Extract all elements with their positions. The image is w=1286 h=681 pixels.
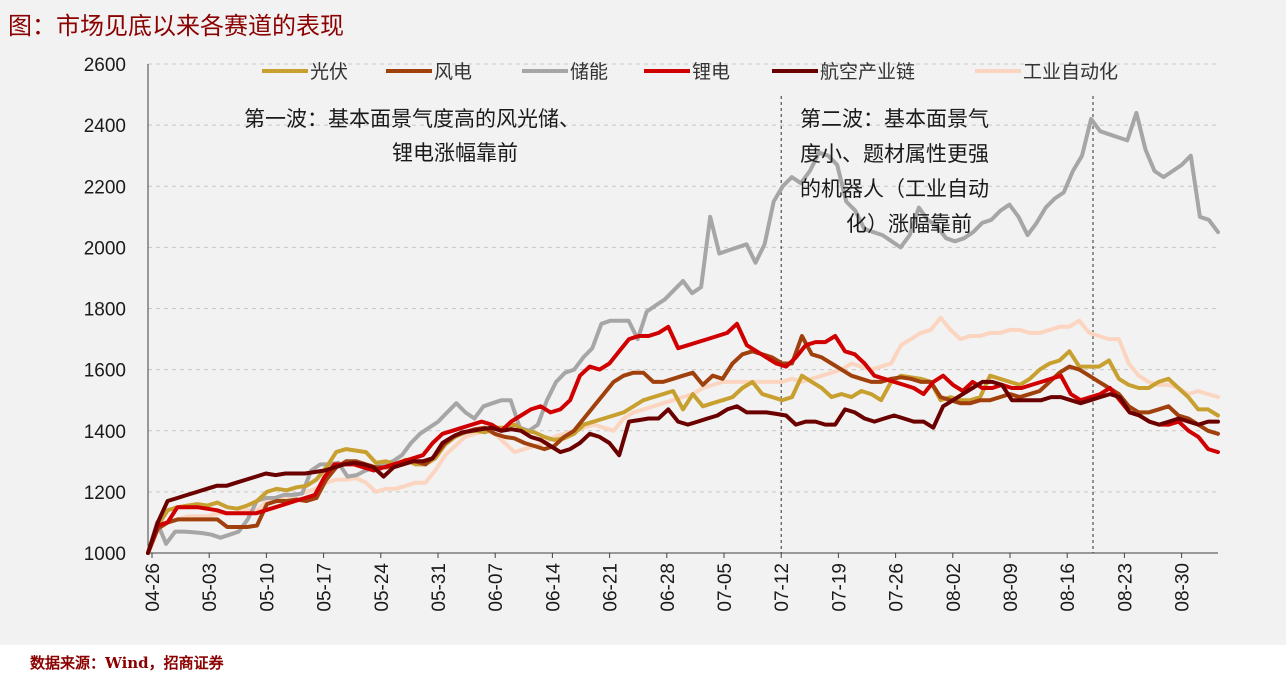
series-line-1: [146, 349, 1220, 555]
y-tick-label: 1600: [84, 361, 126, 382]
vertical-markers: [780, 96, 1094, 553]
x-tick-label: 08-16: [1058, 563, 1079, 612]
annotation-text: 化）涨幅靠前: [846, 212, 972, 236]
x-tick-label: 07-05: [715, 563, 736, 612]
x-tick-label: 08-02: [944, 563, 965, 612]
x-tick-label: 06-07: [486, 563, 507, 612]
legend-label: 工业自动化: [1023, 61, 1118, 83]
series-line-6: [146, 315, 1220, 555]
x-tick-label: 06-14: [543, 563, 564, 612]
y-tick-label: 1800: [84, 300, 126, 321]
series-line-3: [146, 110, 1220, 555]
annotations: 第一波：基本面景气度高的风光储、锂电涨幅靠前 第二波：基本面景气度小、题材属性更强…: [244, 107, 989, 236]
y-tick-label: 2600: [84, 55, 126, 76]
x-tick-label: 05-24: [372, 563, 393, 612]
grid-lines: [148, 63, 1218, 493]
x-tick-label: 07-12: [772, 563, 793, 612]
x-tick-label: 08-23: [1115, 563, 1136, 612]
x-tick-label: 07-19: [829, 563, 850, 612]
x-tick-label: 05-31: [429, 563, 450, 612]
y-tick-label: 1000: [84, 544, 126, 565]
y-tick-label: 1400: [84, 422, 126, 443]
y-tick-label: 1200: [84, 483, 126, 504]
x-tick-label: 06-21: [601, 563, 622, 612]
series-line-2: [146, 334, 1220, 555]
y-tick-label: 2400: [84, 116, 126, 137]
annotation-text: 第一波：基本面景气度高的风光储、: [244, 107, 580, 131]
legend-label: 锂电: [692, 61, 730, 83]
annotation-text: 度小、题材属性更强: [800, 142, 989, 166]
legend-label: 光伏: [310, 61, 348, 83]
legend: 光伏 风电 储能 锂电 航空产业链 工业自动化: [262, 61, 1118, 83]
y-tick-label: 2000: [84, 238, 126, 259]
annotation-text: 第二波：基本面景气: [800, 107, 989, 131]
legend-label: 风电: [434, 61, 472, 83]
y-tick-label: 2200: [84, 177, 126, 198]
series-line-5: [146, 379, 1220, 555]
series-line-4: [146, 321, 1220, 555]
x-tick-label: 08-09: [1001, 563, 1022, 612]
x-tick-label: 08-30: [1173, 563, 1194, 612]
x-tick-label: 05-17: [315, 563, 336, 612]
page-title: 图：市场见底以来各赛道的表现: [8, 12, 344, 40]
series-lines: [146, 110, 1220, 555]
annotation-text: 锂电涨幅靠前: [392, 141, 518, 165]
x-tick-label: 06-28: [658, 563, 679, 612]
legend-label: 航空产业链: [820, 61, 915, 83]
x-tick-label: 05-03: [200, 563, 221, 612]
data-source: 数据来源：Wind，招商证券: [30, 654, 224, 672]
line-chart: 1000 1200 1400 1600 1800 2000 2200 2400 2600 04-2…: [84, 55, 1220, 612]
legend-label: 储能: [570, 61, 608, 83]
x-tick-label: 04-26: [143, 563, 164, 612]
x-tick-label: 05-10: [257, 563, 278, 612]
x-tick-label: 07-26: [887, 563, 908, 612]
annotation-text: 的机器人（工业自动: [800, 177, 989, 201]
axes: 1000 1200 1400 1600 1800 2000 2200 2400 2600 04-2…: [84, 55, 1218, 612]
